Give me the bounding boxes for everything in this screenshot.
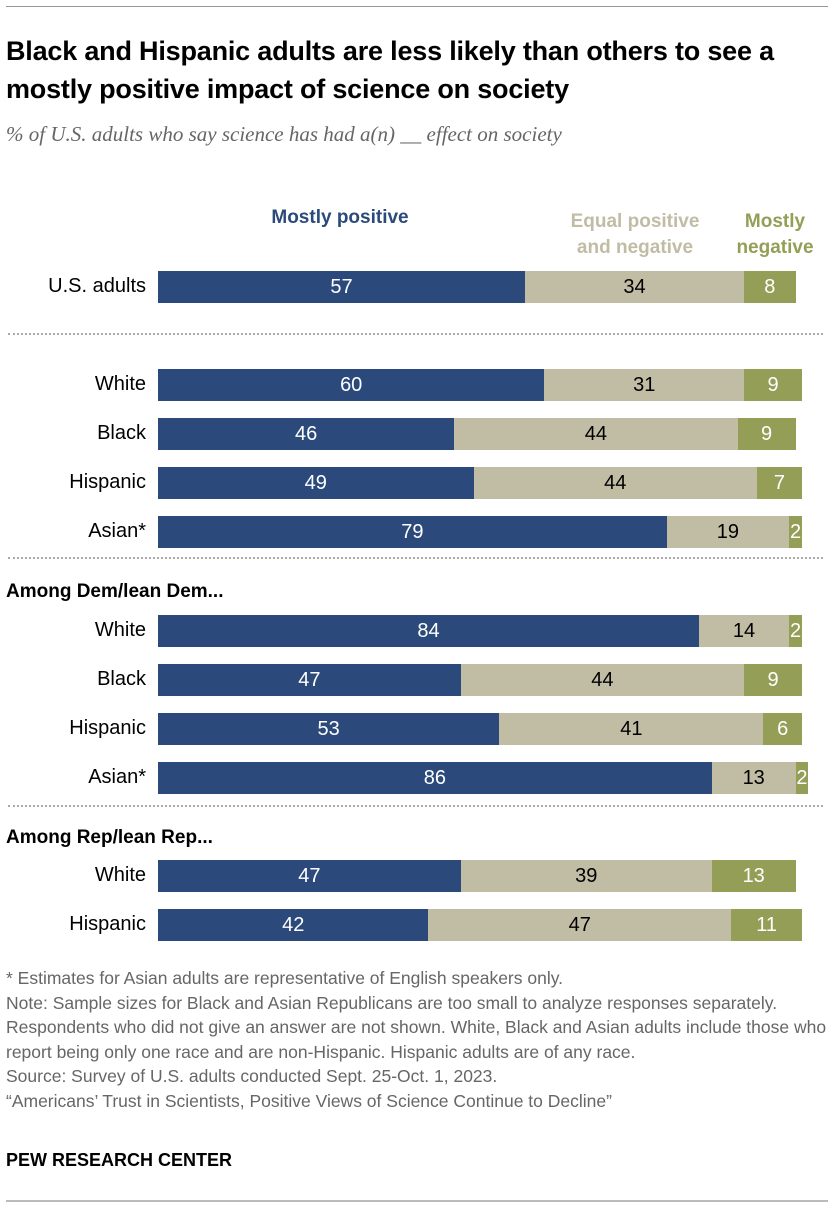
legend-equal: Equal positive and negative	[570, 211, 700, 258]
data-label-equal: 44	[604, 472, 627, 494]
bar-mostly-negative	[744, 369, 802, 401]
chart-title: Black and Hispanic adults are less likel…	[6, 36, 774, 104]
brand-logo: PEW RESEARCH CENTER	[6, 1150, 233, 1170]
bar-mostly-negative	[744, 271, 796, 303]
row-label: Black	[97, 422, 146, 444]
bar-mostly-positive	[158, 418, 455, 450]
data-label-mostly-positive: 57	[330, 276, 353, 298]
data-label-equal: 31	[633, 374, 656, 396]
data-label-equal: 19	[716, 521, 740, 543]
chart-subtitle: % of U.S. adults who say science has had…	[6, 122, 562, 146]
bar-mostly-positive	[158, 713, 500, 745]
data-label-mostly-positive: 49	[304, 472, 327, 494]
bar-mostly-negative	[756, 467, 802, 499]
section-heading-dem: Among Dem/lean Dem...	[6, 581, 224, 602]
notes: * Estimates for Asian adults are represe…	[6, 966, 836, 1113]
data-label-mostly-positive: 84	[417, 620, 440, 642]
bar-equal	[428, 909, 732, 941]
bar-mostly-negative	[711, 860, 796, 892]
row-label: Asian*	[88, 766, 146, 788]
bar-equal	[499, 713, 764, 745]
data-label-mostly-negative: 2	[796, 767, 808, 789]
data-label-mostly-negative: 11	[756, 914, 777, 936]
bar-equal	[544, 369, 745, 401]
data-label-mostly-negative: 8	[764, 276, 776, 298]
bar-mostly-positive	[158, 615, 699, 647]
footnote-asian: * Estimates for Asian adults are represe…	[6, 968, 564, 988]
row-label: Hispanic	[69, 471, 146, 493]
bar-mostly-negative	[744, 664, 802, 696]
data-label-mostly-positive: 79	[401, 521, 424, 543]
data-label-mostly-negative: 9	[761, 423, 773, 445]
data-label-mostly-positive: 42	[282, 914, 305, 936]
bar-mostly-positive	[158, 664, 461, 696]
data-label-mostly-positive: 53	[317, 718, 340, 740]
legend-mostly-negative: Mostly negative	[736, 211, 814, 258]
separator	[8, 333, 823, 335]
bar-equal	[711, 762, 796, 794]
data-label-mostly-positive: 47	[298, 669, 321, 691]
bar-mostly-positive	[158, 271, 526, 303]
bar-mostly-negative	[795, 762, 809, 794]
bar-mostly-negative	[737, 418, 796, 450]
bar-mostly-positive	[158, 860, 461, 892]
note: Note: Sample sizes for Black and Asian R…	[6, 992, 827, 1062]
source: Source: Survey of U.S. adults conducted …	[6, 1066, 498, 1086]
section-heading-rep: Among Rep/lean Rep...	[6, 827, 213, 848]
data-label-equal: 41	[620, 718, 643, 740]
bar-mostly-negative	[789, 615, 802, 647]
bar-equal	[454, 418, 738, 450]
data-label-mostly-negative: 13	[742, 865, 765, 887]
data-label-equal: 34	[623, 276, 646, 298]
bar-equal	[525, 271, 745, 303]
data-label-mostly-positive: 46	[294, 423, 318, 445]
data-label-equal: 13	[742, 767, 765, 789]
row-label: Hispanic	[69, 717, 146, 739]
row-label: Black	[97, 668, 146, 690]
separator	[8, 805, 823, 807]
legend-mostly-positive: Mostly positive	[271, 207, 409, 228]
bar-equal	[698, 615, 790, 647]
data-label-mostly-negative: 2	[789, 620, 802, 642]
bar-mostly-positive	[158, 369, 545, 401]
separator	[8, 557, 823, 559]
data-label-mostly-negative: 9	[767, 374, 779, 396]
bottom-rule	[6, 1200, 828, 1202]
bar-equal	[460, 664, 745, 696]
bar-mostly-positive	[158, 762, 712, 794]
bar-mostly-positive	[158, 909, 429, 941]
row-label: Asian*	[88, 520, 146, 542]
row-label: White	[94, 864, 146, 886]
row-label: Hispanic	[69, 913, 146, 935]
data-label-mostly-positive: 86	[423, 767, 447, 789]
bar-mostly-positive	[158, 516, 667, 548]
data-label-mostly-positive: 60	[340, 374, 363, 396]
top-rule	[6, 6, 828, 7]
bar-equal	[460, 860, 712, 892]
row-label: White	[94, 373, 146, 395]
bar-equal	[473, 467, 757, 499]
data-label-equal: 39	[575, 865, 598, 887]
data-label-equal: 44	[591, 669, 614, 691]
bar-mostly-positive	[158, 467, 474, 499]
row-label: White	[94, 619, 146, 641]
data-label-mostly-positive: 47	[298, 865, 321, 887]
bar-mostly-negative	[731, 909, 802, 941]
bar-mostly-negative	[763, 713, 802, 745]
data-label-equal: 14	[732, 620, 756, 642]
data-label-mostly-negative: 9	[767, 669, 779, 691]
bar-equal	[666, 516, 790, 548]
data-label-equal: 44	[584, 423, 608, 445]
data-label-mostly-negative: 7	[773, 472, 785, 494]
bar-mostly-negative	[789, 516, 802, 548]
data-label-equal: 47	[568, 914, 591, 936]
row-label: U.S. adults	[48, 275, 146, 297]
data-label-mostly-negative: 2	[789, 521, 802, 543]
data-label-mostly-negative: 6	[777, 718, 789, 740]
report-title: “Americans’ Trust in Scientists, Positiv…	[6, 1090, 612, 1111]
